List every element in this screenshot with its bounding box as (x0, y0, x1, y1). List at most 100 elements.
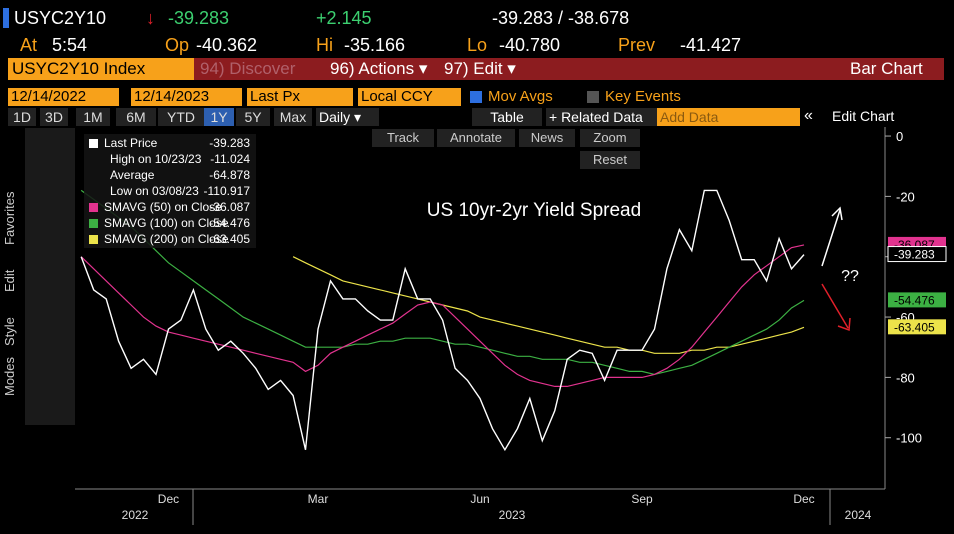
y-tick-label: -20 (896, 189, 915, 204)
arrows (821, 206, 851, 332)
ticker: USYC2Y10 (14, 8, 107, 28)
bid-ask: -39.283 / -38.678 (492, 8, 630, 28)
down-arrow (821, 283, 851, 332)
side-tab[interactable]: Modes (2, 356, 17, 396)
range-button[interactable]: 1M (76, 108, 110, 126)
legend-stat-label: High on 10/23/23 (110, 152, 202, 166)
quote-value: 5:54 (52, 35, 88, 55)
legend-entry-label: SMAVG (50) on Close (104, 200, 222, 214)
value-badge (888, 319, 946, 335)
legend-stat-value: -110.917 (203, 184, 250, 198)
end-date[interactable]: 12/14/2023 (131, 88, 242, 106)
moving-average-line (80, 189, 805, 376)
value-badge-label: -54.476 (894, 293, 935, 307)
legend-swatch (89, 235, 98, 244)
legend: Last Price -39.283 High on 10/23/23 -11.024… (84, 134, 256, 248)
quote-label: At (20, 35, 38, 55)
range-button[interactable]: 6M (116, 108, 156, 126)
ticker-marker (3, 8, 9, 28)
x-tick-label: Dec (793, 492, 814, 506)
menu-discover[interactable]: 94) Discover (200, 59, 296, 78)
legend-swatch (89, 203, 98, 212)
moving-average-line (292, 256, 805, 354)
legend-stat-value: -64.878 (209, 168, 250, 182)
legend-swatch (89, 139, 98, 148)
legend-entry-label: SMAVG (100) on Close (104, 216, 229, 230)
legend-entry-label: Last Price (104, 136, 158, 150)
value-badge-label: -39.283 (894, 248, 935, 262)
add-data[interactable]: Add Data (657, 108, 800, 126)
chart-title: US 10yr-2yr Yield Spread (427, 200, 641, 221)
range-button[interactable]: 5Y (236, 108, 270, 126)
key-events[interactable]: Key Events (605, 88, 681, 105)
legend-entry-value: -36.087 (209, 200, 250, 214)
quote-value: -35.166 (344, 35, 406, 55)
quote-value: -41.427 (680, 35, 742, 55)
value-badge (888, 292, 946, 308)
legend-stat-value: -11.024 (210, 152, 250, 166)
legend-entry-value: -63.405 (209, 232, 250, 246)
y-tick-label: -100 (896, 431, 922, 446)
currency-select[interactable]: Local CCY (358, 88, 461, 106)
checkbox[interactable] (470, 91, 482, 103)
range-button[interactable]: Max (274, 108, 312, 126)
up-arrow (821, 206, 843, 267)
quote-label: Hi (316, 35, 333, 55)
chart-tool[interactable]: Annotate (437, 129, 515, 147)
legend-swatch (89, 219, 98, 228)
quote-value: -40.780 (499, 35, 561, 55)
start-date[interactable]: 12/14/2022 (8, 88, 119, 106)
quote-label: Prev (618, 35, 656, 55)
side-tab[interactable]: Favorites (2, 191, 17, 245)
range-button[interactable]: YTD (158, 108, 204, 126)
year-label: 2023 (499, 508, 526, 522)
collapse-button[interactable]: « (804, 107, 813, 124)
legend-stat-label: Low on 03/08/23 (110, 184, 199, 198)
legend-entry-value: -39.283 (209, 136, 250, 150)
menu-actions[interactable]: 96) Actions ▾ (330, 59, 428, 78)
security-field[interactable]: USYC2Y10 Index (8, 58, 196, 80)
direction: ↓ (146, 8, 155, 28)
value-badge (887, 246, 947, 263)
menu-bar (194, 58, 944, 80)
x-tick-label: Jun (470, 492, 489, 506)
chart-tool[interactable]: News (519, 129, 575, 147)
x-tick-label: Mar (308, 492, 329, 506)
mov-avgs[interactable]: Mov Avgs (488, 88, 553, 105)
side-tab[interactable]: Edit (2, 269, 17, 292)
legend-entry-value: -54.476 (209, 216, 250, 230)
quote-value: -40.362 (196, 35, 258, 55)
x-tick-label: Sep (631, 492, 653, 506)
year-label: 2024 (845, 508, 872, 522)
change: +2.145 (316, 8, 372, 28)
legend-stat-label: Average (110, 168, 155, 182)
quote-label: Op (165, 35, 190, 55)
range-button[interactable]: 1Y (204, 108, 234, 126)
year-label: 2022 (122, 508, 149, 522)
last-price: -39.283 (168, 8, 230, 28)
moving-average-line (80, 244, 805, 387)
y-tick-label: 0 (896, 129, 903, 144)
range-button[interactable]: 3D (40, 108, 68, 126)
legend-entry-label: SMAVG (200) on Close (104, 232, 229, 246)
tool-palette (25, 128, 75, 425)
edit-chart[interactable]: Edit Chart (832, 108, 895, 124)
menu-edit[interactable]: 97) Edit ▾ (444, 59, 516, 78)
price-line (80, 189, 805, 452)
quote-label: Lo (467, 35, 488, 55)
chart-tool[interactable]: Reset (580, 151, 640, 169)
chart-tool[interactable]: Zoom (580, 129, 640, 147)
chart-tool[interactable]: Track (372, 129, 434, 147)
related-button[interactable]: + Related Data (546, 108, 657, 126)
value-badge-label: -63.405 (894, 320, 935, 334)
view-name: Bar Chart (850, 59, 923, 78)
checkbox[interactable] (587, 91, 599, 103)
side-tab[interactable]: Style (2, 317, 17, 346)
x-tick-label: Dec (158, 492, 179, 506)
range-button[interactable]: 1D (8, 108, 36, 126)
field-select[interactable]: Last Px (247, 88, 353, 106)
period-select[interactable]: Daily ▾ (316, 108, 379, 126)
table-button[interactable]: Table (472, 108, 542, 126)
